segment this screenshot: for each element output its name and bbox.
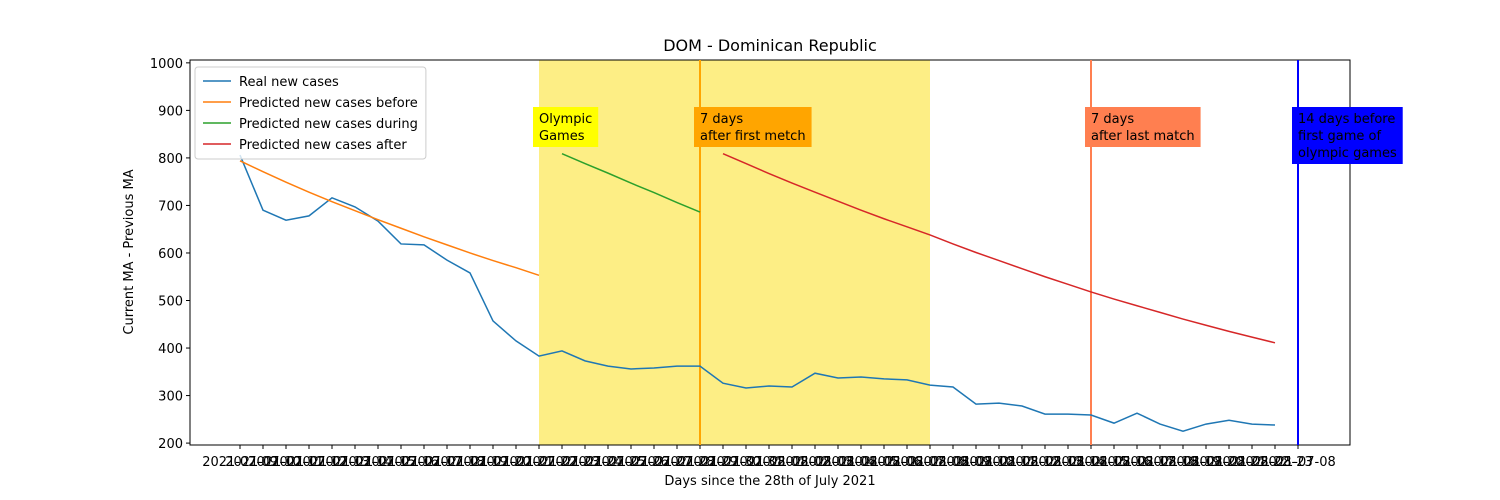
x-tick-label: 2021-08-14 xyxy=(1030,455,1106,470)
x-tick-label: 2021-07-25 xyxy=(570,455,646,470)
y-tick-label: 400 xyxy=(158,342,183,357)
legend-label: Predicted new cases after xyxy=(239,138,407,153)
annotation: 7 days after last match xyxy=(1085,107,1201,147)
x-tick-label: 2021-07-18 xyxy=(409,455,485,470)
legend-label: Real new cases xyxy=(239,75,339,90)
x-tick-label: 2021-07-26 xyxy=(593,455,669,470)
x-tick-label: 2021-07-19 xyxy=(432,455,508,470)
annotation-box xyxy=(1292,107,1403,164)
x-tick-label: 2021-07-27 xyxy=(616,455,692,470)
series-line xyxy=(239,160,540,277)
series-line xyxy=(722,152,1276,344)
y-tick-label: 600 xyxy=(158,247,183,262)
x-tick-label: 2021-08-13 xyxy=(1007,455,1083,470)
x-tick-label: 2021-07-15 xyxy=(340,455,416,470)
x-tick-label: 2021-08-12 xyxy=(984,455,1060,470)
x-tick-label: 2021-07-29 xyxy=(662,455,738,470)
annotation: 7 days after first metch xyxy=(694,107,812,147)
x-tick-label: 2021-08-03 xyxy=(777,455,853,470)
x-tick-label: 2021-07-22 xyxy=(501,455,577,470)
legend-label: Predicted new cases during xyxy=(239,117,418,132)
y-tick-label: 200 xyxy=(158,437,183,452)
x-tick-label: 2021-08-02 xyxy=(754,455,830,470)
x-tick-label: 2021-08-21 xyxy=(1191,455,1267,470)
annotation-text: Olympic xyxy=(539,112,592,127)
x-tick-label: 2021-08-01 xyxy=(731,455,807,470)
x-tick-label: 2021-07-28 xyxy=(639,455,715,470)
annotation-text: first game of xyxy=(1298,129,1382,144)
x-tick-label: 2021-08-22 xyxy=(1214,455,1290,470)
y-tick-label: 900 xyxy=(158,104,183,119)
x-tick-label: 2021-08-08 xyxy=(892,455,968,470)
annotation: 14 days before first game of olympic games xyxy=(1292,107,1403,164)
y-tick-label: 300 xyxy=(158,390,183,405)
x-tick-label: 2021-07-23 xyxy=(524,455,600,470)
x-tick-label: 2021-07-13 xyxy=(294,455,370,470)
chart-title: DOM - Dominican Republic xyxy=(663,36,877,55)
annotation-text: after last match xyxy=(1091,129,1195,144)
x-tick-label: 2021-08-20 xyxy=(1168,455,1244,470)
x-tick-label: 2021-08-07 xyxy=(869,455,945,470)
x-tick-label: 2021-07-09 xyxy=(202,455,278,470)
annotation-box xyxy=(533,107,599,147)
x-tick-label: 2021-08-19 xyxy=(1145,455,1221,470)
x-tick-label: 2021-07-10 xyxy=(225,455,301,470)
legend-label: Predicted new cases before xyxy=(239,96,418,111)
x-tick-label: 2021-07-20 xyxy=(455,455,531,470)
annotation-text: Games xyxy=(539,129,585,144)
y-tick-label: 800 xyxy=(158,152,183,167)
x-tick-label: 2021-07-31 xyxy=(708,455,784,470)
x-axis-label: Days since the 28th of July 2021 xyxy=(664,474,875,489)
x-tick-label: 2021-08-05 xyxy=(823,455,899,470)
annotation-text: after first metch xyxy=(700,129,806,144)
x-tick-label: 2021-07-08 xyxy=(1260,455,1336,470)
series-line xyxy=(239,154,1276,433)
x-tick-label: 2021-08-10 xyxy=(938,455,1014,470)
y-tick-label: 1000 xyxy=(150,57,183,72)
series-line xyxy=(561,152,701,213)
legend-box xyxy=(194,66,427,160)
x-tick-label: 2021-08-15 xyxy=(1053,455,1129,470)
y-axis-label: Current MA - Previous MA xyxy=(122,169,137,334)
x-tick-label: 2021-07-30 xyxy=(685,455,761,470)
x-tick-label: 2021-07-11 xyxy=(248,455,324,470)
annotation-text: olympic games xyxy=(1298,146,1397,161)
x-tick-label: 2021-08-23 xyxy=(1237,455,1313,470)
x-tick-label: 2021-07-14 xyxy=(317,455,393,470)
x-tick-label: 2021-07-12 xyxy=(271,455,347,470)
x-tick-label: 2021-07-16 xyxy=(363,455,439,470)
x-tick-label: 2021-07-24 xyxy=(547,455,623,470)
annotation-box xyxy=(694,107,812,147)
x-tick-label: 2021-08-11 xyxy=(961,455,1037,470)
x-tick-label: 2021-08-18 xyxy=(1122,455,1198,470)
x-tick-label: 2021-07-21 xyxy=(478,455,554,470)
annotation-text: 7 days xyxy=(700,112,743,127)
annotation: Olympic Games xyxy=(533,107,599,147)
x-tick-label: 2021-08-04 xyxy=(800,455,876,470)
y-tick-label: 500 xyxy=(158,295,183,310)
x-tick-label: 2021-07-17 xyxy=(386,455,462,470)
annotation-box xyxy=(1085,107,1201,147)
annotation-text: 7 days xyxy=(1091,112,1134,127)
x-tick-label: 2021-08-06 xyxy=(846,455,922,470)
y-tick-label: 700 xyxy=(158,199,183,214)
x-tick-label: 2021-08-16 xyxy=(1076,455,1152,470)
x-tick-label: 2021-08-09 xyxy=(915,455,991,470)
annotation-text: 14 days before xyxy=(1298,112,1395,127)
x-tick-label: 2021-08-17 xyxy=(1099,455,1175,470)
